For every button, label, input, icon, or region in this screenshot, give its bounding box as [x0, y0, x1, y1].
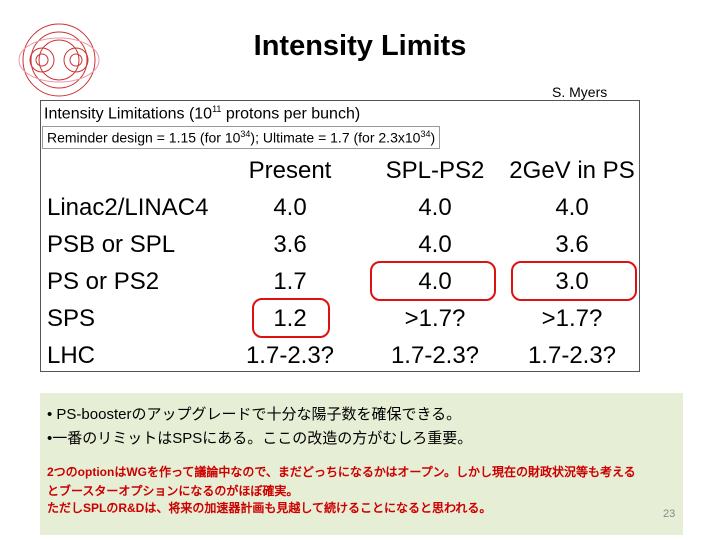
cell: 3.0	[555, 268, 589, 295]
author: S. Myers	[552, 84, 608, 100]
logo	[18, 23, 100, 97]
cell: >1.7?	[404, 305, 466, 332]
bullet: • PS-boosterのアップグレードで十分な陽子数を確保できる。	[47, 406, 462, 423]
highlight	[252, 298, 330, 338]
notes-box	[40, 393, 683, 535]
title: Intensity Limits	[253, 30, 467, 62]
cell: 4.0	[273, 194, 307, 221]
cell: 4.0	[418, 194, 452, 221]
row-label: Linac2/LINAC4	[47, 194, 209, 221]
note-line: 2つのoptionはWGを作って議論中なので、まだどっちになるかはオープン。しか…	[47, 465, 636, 479]
row-label: PS or PS2	[47, 268, 160, 295]
reminder: Reminder design = 1.15 (for 1034); Ultim…	[42, 126, 441, 149]
cell: 1.2	[273, 305, 307, 332]
cell: >1.7?	[541, 305, 603, 332]
column-header: 2GeV in PS	[509, 157, 635, 184]
cell: 4.0	[418, 268, 452, 295]
cell: 1.7	[273, 268, 307, 295]
cell: 3.6	[555, 231, 589, 258]
highlight	[511, 261, 637, 301]
cell: 3.6	[273, 231, 307, 258]
cell: 1.7-2.3?	[390, 342, 480, 369]
highlight	[370, 261, 496, 301]
table-frame	[40, 100, 640, 372]
row-label: SPS	[47, 305, 96, 332]
cell: 1.7-2.3?	[527, 342, 617, 369]
row-label: PSB or SPL	[47, 231, 176, 258]
cell: 1.7-2.3?	[245, 342, 335, 369]
column-header: Present	[248, 157, 332, 184]
note-line: ただしSPLのR&Dは、将来の加速器計画も見越して続けることになると思われる。	[47, 501, 492, 515]
page-number: 23	[663, 508, 676, 520]
cell: 4.0	[555, 194, 589, 221]
note-line: とブースターオプションになるのがほぼ確実。	[47, 484, 299, 498]
row-label: LHC	[47, 342, 96, 369]
table-caption: Intensity Limitations (1011 protons per …	[44, 104, 361, 123]
cell: 4.0	[418, 231, 452, 258]
bullet: •一番のリミットはSPSにある。ここの改造の方がむしろ重要。	[47, 430, 473, 447]
column-header: SPL-PS2	[385, 157, 485, 184]
